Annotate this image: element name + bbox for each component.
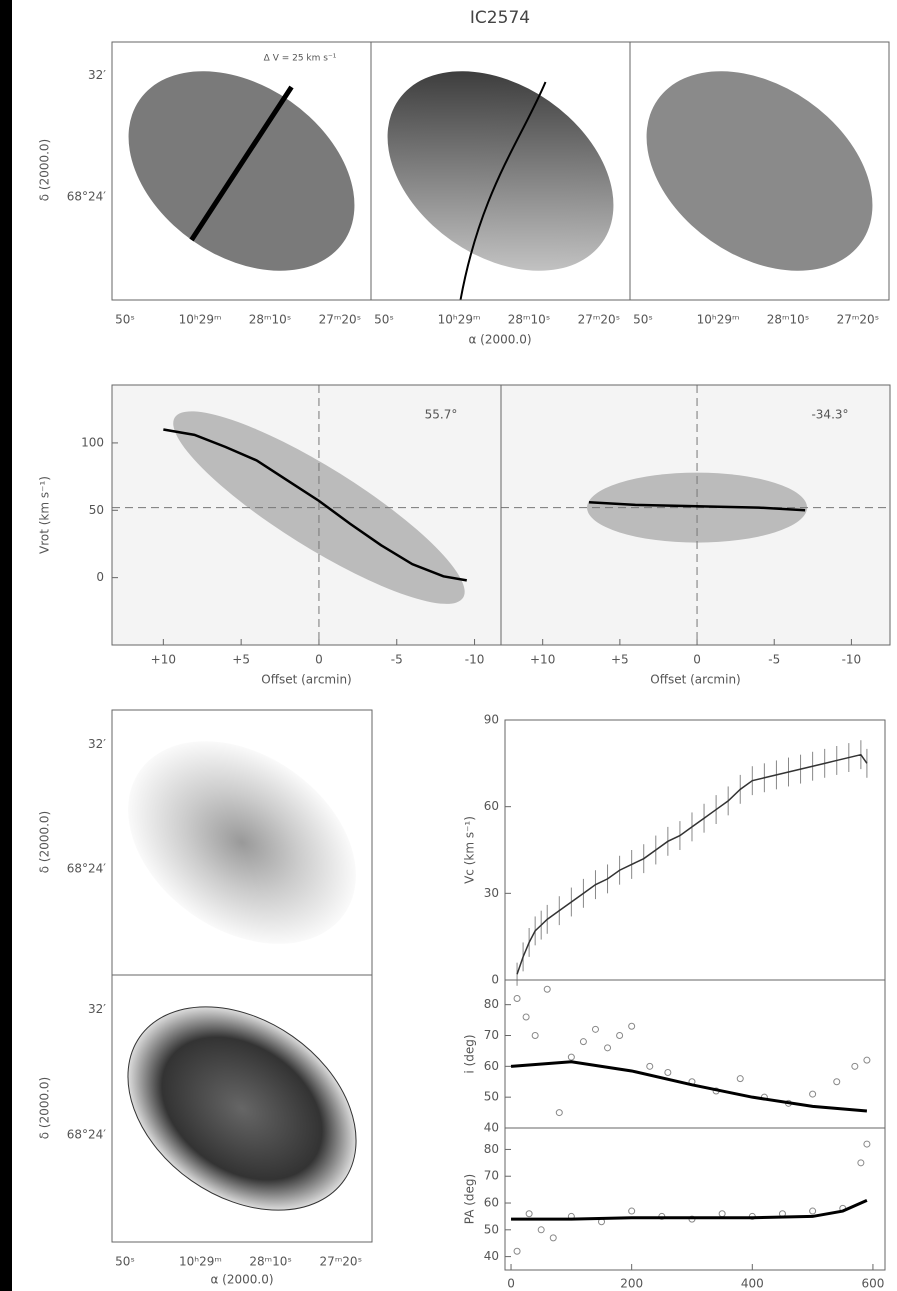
- x-tick-label: 27ᵐ20ˢ: [837, 313, 880, 327]
- x-tick-label: 10ʰ29ᵐ: [438, 313, 481, 327]
- y-tick-label: 100: [81, 435, 104, 449]
- y-tick-label: 32′: [88, 1002, 106, 1016]
- x-tick-label: 10ʰ29ᵐ: [697, 313, 740, 327]
- y-tick-label: 60: [484, 1059, 499, 1073]
- y-tick-label: 32′: [88, 68, 106, 82]
- x-tick-label: +5: [611, 653, 629, 667]
- x-tick-label: +10: [530, 653, 555, 667]
- x-tick-label: 27ᵐ20ˢ: [320, 1255, 363, 1269]
- y-tick-label: 0: [491, 973, 499, 987]
- x-tick-label: +10: [151, 653, 176, 667]
- y-tick-label: 40: [484, 1249, 499, 1263]
- x-tick-label: 28ᵐ10ˢ: [249, 313, 292, 327]
- y-axis-label: PA (deg): [463, 1174, 477, 1224]
- y-tick-label: 50: [484, 1222, 499, 1236]
- x-axis-label: α (2000.0): [468, 333, 531, 347]
- x-tick-label: -5: [768, 653, 780, 667]
- y-tick-label: 70: [484, 1028, 499, 1042]
- y-tick-label: 60: [484, 799, 499, 813]
- y-tick-label: 60: [484, 1196, 499, 1210]
- y-axis-label: δ (2000.0): [38, 1077, 52, 1140]
- x-axis-label: Offset (arcmin): [650, 673, 740, 687]
- x-tick-label: +5: [232, 653, 250, 667]
- y-axis-label: Vc (km s⁻¹): [463, 816, 477, 884]
- x-tick-label: -10: [465, 653, 485, 667]
- x-tick-label: 28ᵐ10ˢ: [249, 1255, 292, 1269]
- y-tick-label: 68°24′: [67, 1128, 107, 1142]
- x-tick-label: 600: [861, 1277, 884, 1291]
- x-tick-label: 400: [741, 1277, 764, 1291]
- x-tick-label: 28ᵐ10ˢ: [767, 313, 810, 327]
- page: IC2574 32′ 68°24′ 50ˢ 10ʰ29ᵐ 28ᵐ10ˢ 27ᵐ20ˢ 50ˢ…: [0, 0, 897, 1291]
- x-tick-label: 50ˢ: [633, 313, 653, 327]
- x-tick-label: 10ʰ29ᵐ: [179, 313, 222, 327]
- y-tick-label: 68°24′: [67, 189, 107, 203]
- y-axis-label: i (deg): [463, 1034, 477, 1073]
- y-tick-label: 40: [484, 1121, 499, 1135]
- y-tick-label: 50: [89, 503, 104, 517]
- figure: IC2574 32′ 68°24′ 50ˢ 10ʰ29ᵐ 28ᵐ10ˢ 27ᵐ20ˢ 50ˢ…: [0, 0, 897, 1291]
- y-tick-label: 50: [484, 1090, 499, 1104]
- y-tick-label: 32′: [88, 737, 106, 751]
- y-axis-label: δ (2000.0): [38, 139, 52, 202]
- x-tick-label: 27ᵐ20ˢ: [319, 313, 362, 327]
- slice-angle: 55.7°: [425, 408, 458, 422]
- y-tick-label: 80: [484, 1142, 499, 1156]
- y-tick-label: 70: [484, 1169, 499, 1183]
- x-axis-label: α (2000.0): [210, 1273, 273, 1287]
- x-tick-label: -5: [391, 653, 403, 667]
- y-tick-label: 80: [484, 997, 499, 1011]
- x-tick-label: 50ˢ: [374, 313, 394, 327]
- x-tick-label: 27ᵐ20ˢ: [578, 313, 621, 327]
- x-tick-label: 50ˢ: [115, 313, 135, 327]
- y-tick-label: 30: [484, 886, 499, 900]
- x-tick-label: 200: [620, 1277, 643, 1291]
- x-tick-label: 10ʰ29ᵐ: [179, 1255, 222, 1269]
- x-tick-label: 0: [507, 1277, 515, 1291]
- x-tick-label: 0: [315, 653, 323, 667]
- x-axis-label: Offset (arcmin): [261, 673, 351, 687]
- slice-angle: -34.3°: [811, 408, 848, 422]
- figure-title: IC2574: [470, 8, 530, 28]
- y-tick-label: 0: [96, 570, 104, 584]
- y-tick-label: 68°24′: [67, 862, 107, 876]
- x-tick-label: 50ˢ: [115, 1255, 135, 1269]
- x-tick-label: 28ᵐ10ˢ: [508, 313, 551, 327]
- x-tick-label: 0: [693, 653, 701, 667]
- velocity-step-annotation: Δ V = 25 km s⁻¹: [264, 54, 337, 64]
- y-tick-label: 90: [484, 713, 499, 727]
- y-axis-label: δ (2000.0): [38, 811, 52, 874]
- x-tick-label: -10: [842, 653, 862, 667]
- y-axis-label: Vrot (km s⁻¹): [38, 476, 52, 554]
